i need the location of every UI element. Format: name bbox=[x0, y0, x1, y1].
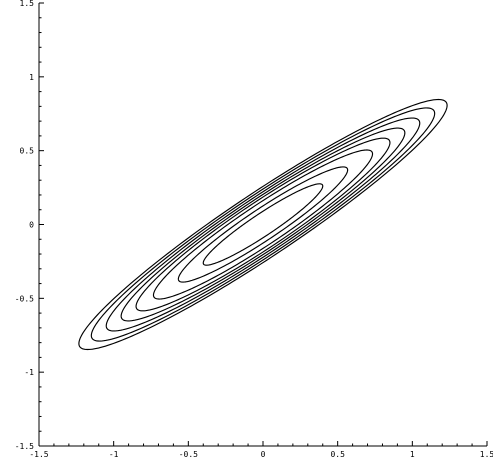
y-tick-label: 0 bbox=[29, 221, 34, 230]
y-tick-label: -1 bbox=[24, 368, 34, 377]
x-tick-label: 0 bbox=[261, 450, 266, 459]
y-tick-label: 1 bbox=[29, 73, 34, 82]
contour-ellipse-6 bbox=[105, 117, 421, 332]
contour-ellipse-2 bbox=[177, 166, 349, 283]
x-tick-labels: -1.5 -1 -0.5 0 0.5 1 1.5 bbox=[29, 450, 493, 459]
y-tick-labels: -1.5 -1 -0.5 0 0.5 1 1.5 bbox=[15, 0, 34, 451]
x-tick-label: 1 bbox=[410, 450, 415, 459]
minor-ticks bbox=[39, 17, 473, 446]
contour-ellipse-1 bbox=[202, 183, 324, 266]
contour-ellipse-8 bbox=[78, 98, 448, 351]
y-tick-label: -0.5 bbox=[15, 294, 34, 303]
contour-ellipse-4 bbox=[135, 137, 391, 312]
x-tick-label: -0.5 bbox=[179, 450, 198, 459]
x-tick-label: -1.5 bbox=[29, 450, 48, 459]
y-tick-label: -1.5 bbox=[15, 442, 34, 451]
y-tick-label: 0.5 bbox=[20, 147, 35, 156]
contour-ellipse-7 bbox=[90, 107, 436, 342]
contour-ellipse-5 bbox=[120, 127, 406, 322]
contour-ellipse-3 bbox=[152, 149, 374, 300]
contour-lines bbox=[78, 98, 448, 351]
x-tick-label: 0.5 bbox=[330, 450, 345, 459]
x-tick-label: -1 bbox=[109, 450, 119, 459]
tick-marks bbox=[38, 2, 488, 447]
x-tick-label: 1.5 bbox=[480, 450, 493, 459]
y-tick-label: 1.5 bbox=[20, 0, 35, 8]
plot-axes bbox=[38, 3, 487, 447]
